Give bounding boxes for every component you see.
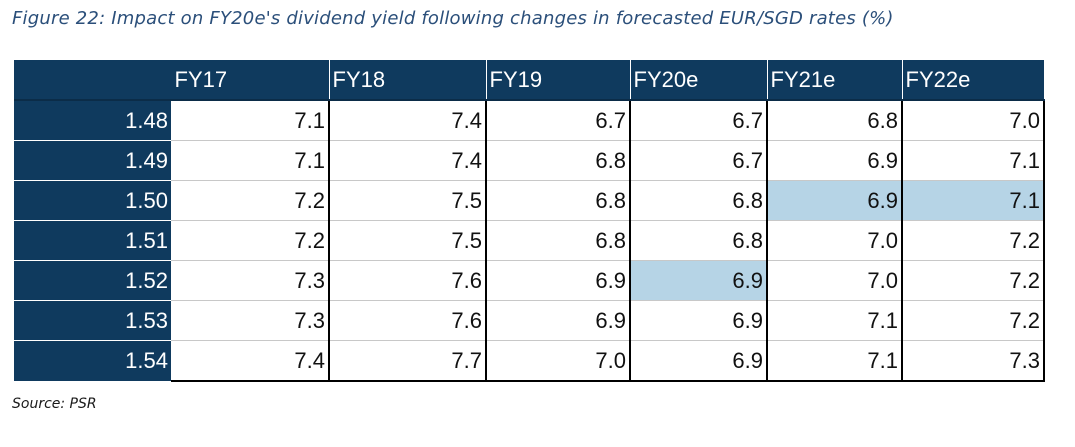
rate-label: 1.51 xyxy=(14,220,171,261)
table-cell: 7.6 xyxy=(329,300,487,341)
table-row: 1.51 7.2 7.5 6.8 6.8 7.0 7.2 xyxy=(14,220,1045,261)
table-cell: 6.8 xyxy=(486,140,631,181)
table-cell: 7.1 xyxy=(902,140,1045,181)
rate-label: 1.48 xyxy=(14,100,171,141)
table-cell: 7.7 xyxy=(329,340,487,382)
column-header-fy22e: FY22e xyxy=(902,60,1044,101)
table-cell: 6.9 xyxy=(486,300,631,341)
table-cell: 7.2 xyxy=(171,180,330,221)
table-cell: 7.0 xyxy=(486,340,631,382)
dividend-yield-table: FY17 FY18 FY19 FY20e FY21e FY22e 1.48 7.… xyxy=(14,60,1045,382)
table-cell: 7.4 xyxy=(171,340,330,382)
table-cell: 6.8 xyxy=(767,100,903,141)
table-cell: 7.1 xyxy=(171,100,330,141)
table-row: 1.54 7.4 7.7 7.0 6.9 7.1 7.3 xyxy=(14,340,1045,382)
table-cell: 7.3 xyxy=(171,300,330,341)
corner-header xyxy=(14,60,172,101)
table-cell: 7.1 xyxy=(767,340,903,382)
table-row: 1.52 7.3 7.6 6.9 6.9 7.0 7.2 xyxy=(14,260,1045,301)
table-cell: 7.3 xyxy=(171,260,330,301)
table-cell: 6.9 xyxy=(630,300,768,341)
column-header-fy18: FY18 xyxy=(329,60,487,101)
table-cell: 6.8 xyxy=(486,220,631,261)
table-cell: 7.5 xyxy=(329,220,487,261)
table-cell: 7.1 xyxy=(767,300,903,341)
header-row: FY17 FY18 FY19 FY20e FY21e FY22e xyxy=(14,60,1044,101)
rate-label: 1.54 xyxy=(14,340,171,382)
rate-label: 1.50 xyxy=(14,180,171,221)
table-cell: 6.9 xyxy=(767,140,903,181)
table-cell: 7.6 xyxy=(329,260,487,301)
table-cell: 6.9 xyxy=(630,340,768,382)
rate-label: 1.53 xyxy=(14,300,171,341)
table-cell: 7.2 xyxy=(902,260,1045,301)
rate-label: 1.49 xyxy=(14,140,171,181)
highlighted-cell: 6.9 xyxy=(767,180,903,221)
table-cell: 7.2 xyxy=(902,300,1045,341)
table-cell: 7.4 xyxy=(329,140,487,181)
table-cell: 6.7 xyxy=(630,140,768,181)
column-header-fy19: FY19 xyxy=(486,60,631,101)
table-cell: 7.0 xyxy=(902,100,1045,141)
table-cell: 6.7 xyxy=(630,100,768,141)
table-cell: 6.9 xyxy=(486,260,631,301)
table-cell: 7.2 xyxy=(902,220,1045,261)
table-cell: 7.0 xyxy=(767,260,903,301)
table-cell: 7.5 xyxy=(329,180,487,221)
column-header-fy20e: FY20e xyxy=(630,60,768,101)
highlighted-cell: 7.1 xyxy=(902,180,1045,221)
column-header-fy21e: FY21e xyxy=(767,60,903,101)
table-cell: 6.8 xyxy=(486,180,631,221)
highlighted-cell: 6.9 xyxy=(630,260,768,301)
table-row: 1.53 7.3 7.6 6.9 6.9 7.1 7.2 xyxy=(14,300,1045,341)
table-cell: 7.4 xyxy=(329,100,487,141)
rate-label: 1.52 xyxy=(14,260,171,301)
table-cell: 7.2 xyxy=(171,220,330,261)
table-cell: 6.7 xyxy=(486,100,631,141)
table-row: 1.50 7.2 7.5 6.8 6.8 6.9 7.1 xyxy=(14,180,1045,221)
table-cell: 6.8 xyxy=(630,220,768,261)
table-cell: 7.1 xyxy=(171,140,330,181)
figure-title: Figure 22: Impact on FY20e's dividend yi… xyxy=(12,8,894,29)
source-note: Source: PSR xyxy=(12,396,97,412)
table-row: 1.48 7.1 7.4 6.7 6.7 6.8 7.0 xyxy=(14,100,1045,141)
table-row: 1.49 7.1 7.4 6.8 6.7 6.9 7.1 xyxy=(14,140,1045,181)
table-cell: 6.8 xyxy=(630,180,768,221)
table-cell: 7.0 xyxy=(767,220,903,261)
column-header-fy17: FY17 xyxy=(171,60,330,101)
table-cell: 7.3 xyxy=(902,340,1045,382)
